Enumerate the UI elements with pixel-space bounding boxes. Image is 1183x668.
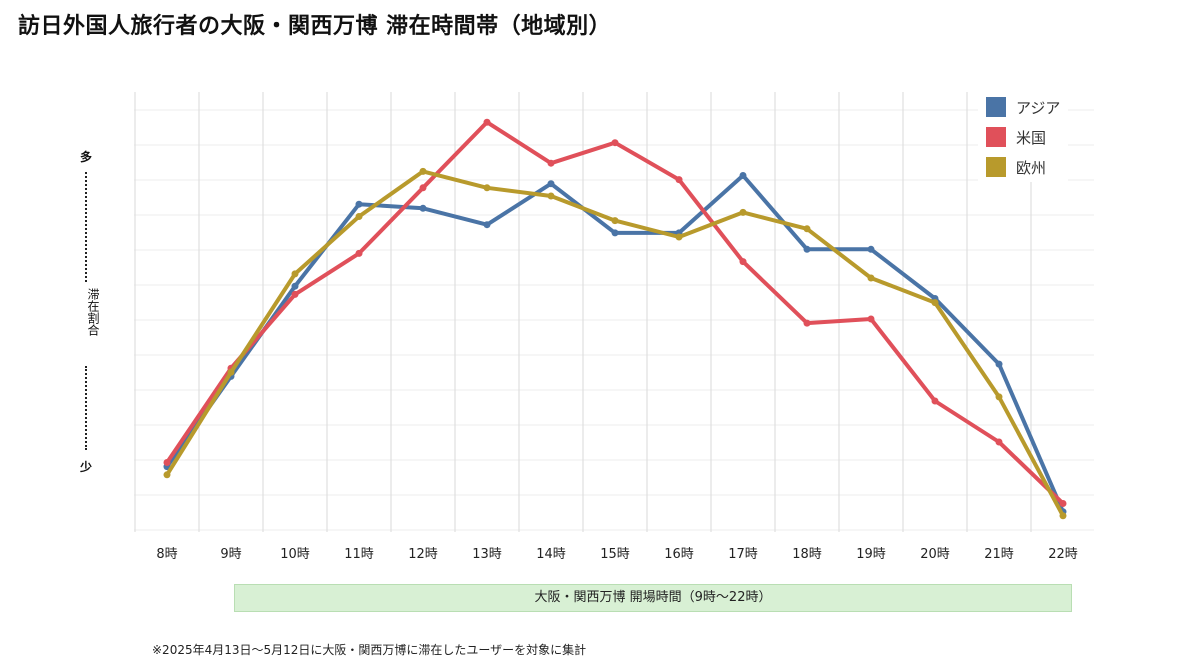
data-point: [995, 438, 1003, 446]
data-point: [355, 213, 363, 220]
data-point: [419, 184, 427, 192]
x-tick-label: 17時: [728, 547, 758, 562]
legend-label-europe: 欧州: [1016, 158, 1047, 177]
data-point: [1059, 500, 1067, 507]
x-tick-label: 18時: [792, 547, 822, 562]
data-point: [611, 229, 619, 237]
x-tick-label: 20時: [920, 547, 950, 562]
data-point: [355, 249, 363, 257]
series-layer: [163, 118, 1067, 520]
data-point: [483, 221, 491, 229]
legend: アジア 米国 欧州: [978, 92, 1068, 182]
data-point: [739, 172, 747, 179]
legend-item-europe: 欧州: [978, 152, 1068, 182]
legend-swatch-europe: [986, 157, 1006, 177]
y-axis-dotted-line-bottom: [85, 366, 87, 450]
x-tick-label: 12時: [408, 547, 438, 562]
series-line-1: [165, 120, 1065, 506]
y-axis-middle-label: 滞在割合: [86, 288, 100, 336]
x-tick-label: 11時: [344, 547, 374, 562]
data-point: [675, 176, 683, 184]
data-point: [1059, 512, 1067, 520]
x-tick-label: 16時: [664, 547, 694, 562]
y-axis-dotted-line-top: [85, 172, 87, 282]
data-point: [163, 471, 171, 479]
data-point: [803, 225, 811, 233]
y-axis-label: 多 滞在割合 少: [70, 148, 102, 478]
grid: [134, 92, 1094, 532]
x-tick-label: 13時: [472, 547, 502, 562]
data-point: [163, 459, 171, 466]
data-point: [547, 192, 555, 200]
data-point: [611, 139, 619, 147]
data-point: [739, 258, 747, 266]
data-point: [547, 159, 555, 167]
data-point: [483, 118, 491, 126]
data-point: [675, 233, 683, 241]
legend-label-asia: アジア: [1016, 98, 1061, 117]
x-tick-label: 21時: [984, 547, 1014, 562]
data-point: [931, 397, 939, 405]
x-tick-label: 8時: [156, 547, 177, 562]
x-tick-label: 15時: [600, 547, 630, 562]
data-point: [227, 368, 235, 376]
x-tick-label: 10時: [280, 547, 310, 562]
data-point: [867, 274, 875, 282]
data-point: [739, 208, 747, 216]
footnote: ※2025年4月13日〜5月12日に大阪・関西万博に滞在したユーザーを対象に集計: [152, 643, 587, 657]
data-point: [803, 245, 811, 253]
data-point: [995, 360, 1003, 368]
data-point: [867, 245, 875, 253]
data-point: [419, 167, 427, 175]
data-point: [291, 270, 299, 278]
chart-title: 訪日外国人旅行者の大阪・関西万博 滞在時間帯（地域別）: [18, 14, 612, 39]
data-point: [291, 282, 299, 290]
data-point: [483, 184, 491, 192]
data-point: [291, 290, 299, 298]
x-tick-label: 9時: [220, 547, 241, 562]
data-point: [931, 299, 939, 307]
legend-label-us: 米国: [1016, 128, 1047, 147]
data-point: [995, 393, 1003, 401]
data-point: [355, 200, 363, 208]
x-axis: 8時 9時 10時 11時 12時 13時 14時 15時 16時 17時 18時 19時 20時 21時…: [156, 547, 1077, 562]
y-axis-bottom-label: 少: [79, 460, 92, 474]
series-line-0: [165, 173, 1065, 514]
x-tick-label: 14時: [536, 547, 566, 562]
data-point: [547, 180, 555, 188]
legend-item-us: 米国: [978, 122, 1068, 152]
data-point: [867, 315, 875, 323]
x-tick-label: 19時: [856, 547, 886, 562]
x-tick-label: 22時: [1048, 547, 1078, 562]
legend-item-asia: アジア: [978, 92, 1068, 122]
y-axis-top-label: 多: [79, 150, 92, 164]
legend-swatch-asia: [986, 97, 1006, 117]
data-point: [803, 319, 811, 327]
data-point: [611, 217, 619, 225]
expo-open-hours-bar: 大阪・関西万博 開場時間（9時〜22時）: [234, 584, 1072, 612]
data-point: [419, 204, 427, 212]
legend-swatch-us: [986, 127, 1006, 147]
